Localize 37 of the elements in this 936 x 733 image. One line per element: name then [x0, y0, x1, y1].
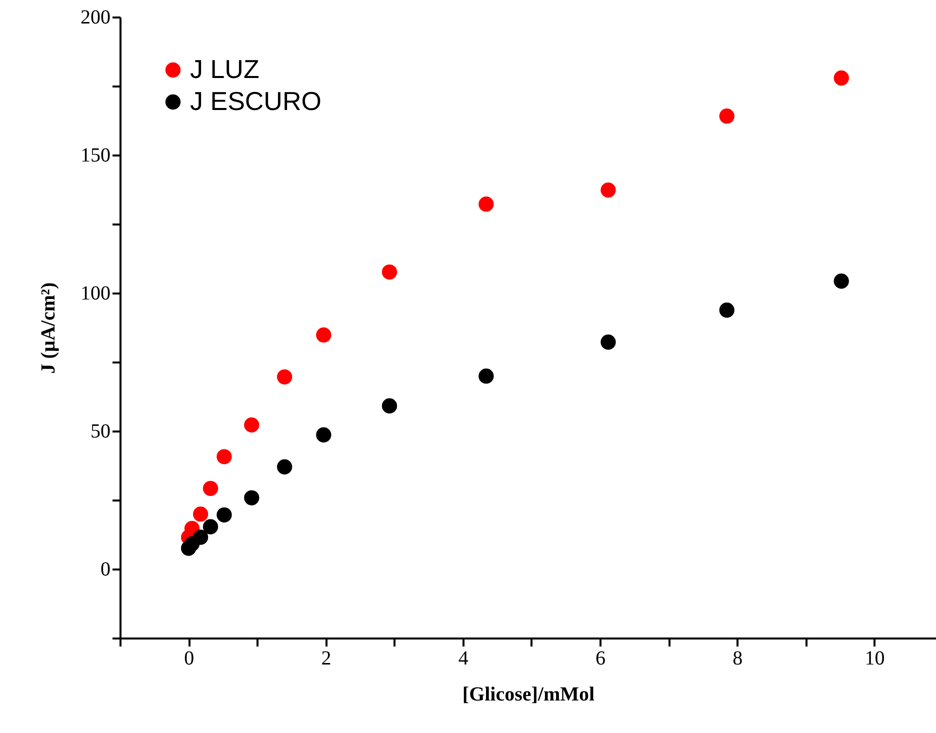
point: [244, 417, 260, 432]
x-tick-label: 8: [732, 648, 743, 670]
point: [834, 70, 849, 86]
point: [202, 480, 218, 496]
point: [719, 302, 734, 318]
x-tick-label: 4: [458, 648, 468, 670]
point: [316, 327, 332, 343]
x-tick-label: 0: [184, 648, 194, 670]
y-tick-label: 100: [80, 282, 110, 304]
point: [382, 264, 398, 280]
x-tick-label: 2: [321, 648, 332, 670]
x-tick-label: 6: [596, 648, 606, 670]
point: [192, 530, 208, 545]
point: [316, 427, 332, 442]
legend-label: J LUZ: [190, 54, 260, 84]
point: [478, 196, 494, 212]
point: [202, 519, 218, 534]
point: [834, 274, 849, 289]
point: [276, 369, 292, 384]
y-tick-label: 50: [90, 420, 110, 442]
y-tick-label: 200: [80, 6, 110, 28]
y-tick-label: 150: [80, 144, 110, 166]
y-axis-title: J (µA/cm²): [38, 282, 60, 374]
y-tick-label: 0: [100, 558, 110, 580]
point: [276, 459, 292, 474]
legend-label: J ESCURO: [190, 86, 322, 116]
point: [600, 182, 616, 198]
point: [244, 490, 260, 506]
point: [382, 398, 398, 414]
point: [216, 507, 232, 522]
x-tick-label: 10: [864, 648, 885, 670]
point: [192, 506, 208, 522]
point: [600, 334, 616, 350]
point: [216, 449, 232, 464]
x-axis-title: [Glicose]/mMol: [462, 684, 596, 706]
point: [719, 108, 734, 124]
point: [478, 368, 494, 384]
